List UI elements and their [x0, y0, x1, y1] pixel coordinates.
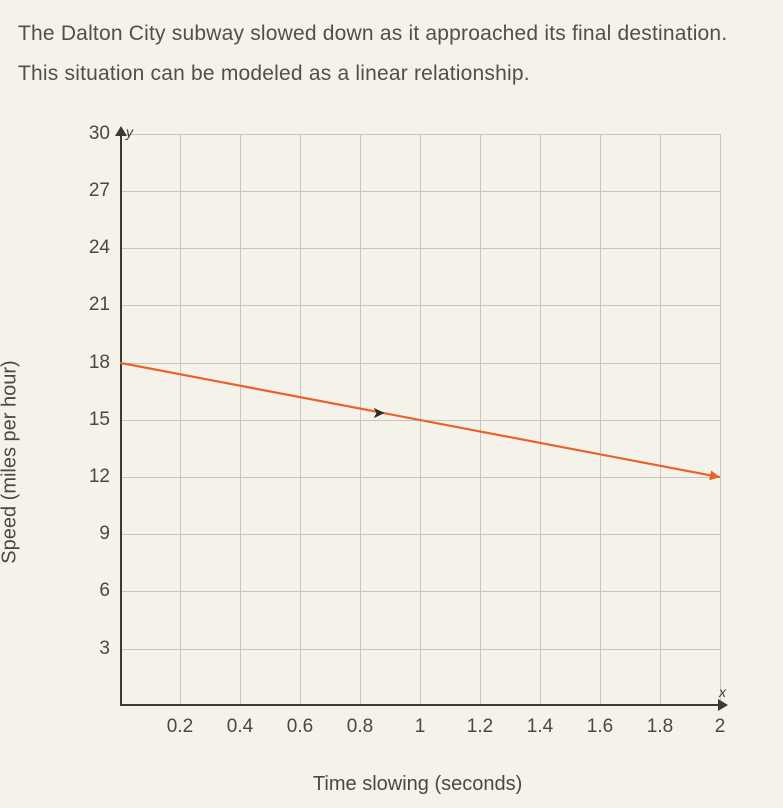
y-tick-label: 27: [89, 180, 120, 202]
y-tick-label: 3: [99, 638, 120, 660]
y-tick-label: 6: [99, 580, 120, 602]
y-tick-label: 21: [89, 294, 120, 316]
problem-line-1: The Dalton City subway slowed down as it…: [18, 14, 765, 54]
x-tick-label: 1: [415, 706, 426, 738]
problem-statement: The Dalton City subway slowed down as it…: [18, 14, 765, 94]
y-tick-label: 12: [89, 466, 120, 488]
y-axis-label: Speed (miles per hour): [0, 360, 22, 563]
x-axis-letter: x: [719, 684, 726, 700]
data-line: [120, 134, 720, 706]
x-tick-label: 1.4: [527, 706, 553, 738]
x-tick-label: 1.2: [467, 706, 493, 738]
x-tick-label: 0.6: [287, 706, 313, 738]
x-tick-label: 1.6: [587, 706, 613, 738]
x-tick-label: 0.4: [227, 706, 253, 738]
chart-container: Speed (miles per hour) Time slowing (sec…: [18, 122, 758, 802]
x-tick-label: 0.8: [347, 706, 373, 738]
y-tick-label: 9: [99, 523, 120, 545]
x-tick-label: 1.8: [647, 706, 673, 738]
y-tick-label: 24: [89, 237, 120, 259]
y-tick-label: 15: [89, 409, 120, 431]
x-tick-label: 2: [715, 706, 726, 738]
plot-area: y x ➤ 0.20.40.60.811.21.41.61.8236912151…: [120, 134, 720, 706]
y-tick-label: 30: [89, 123, 120, 145]
y-tick-label: 18: [89, 352, 120, 374]
problem-line-2: This situation can be modeled as a linea…: [18, 54, 765, 94]
gridline-vertical: [720, 134, 721, 706]
x-tick-label: 0.2: [167, 706, 193, 738]
x-axis-label: Time slowing (seconds): [313, 773, 522, 796]
